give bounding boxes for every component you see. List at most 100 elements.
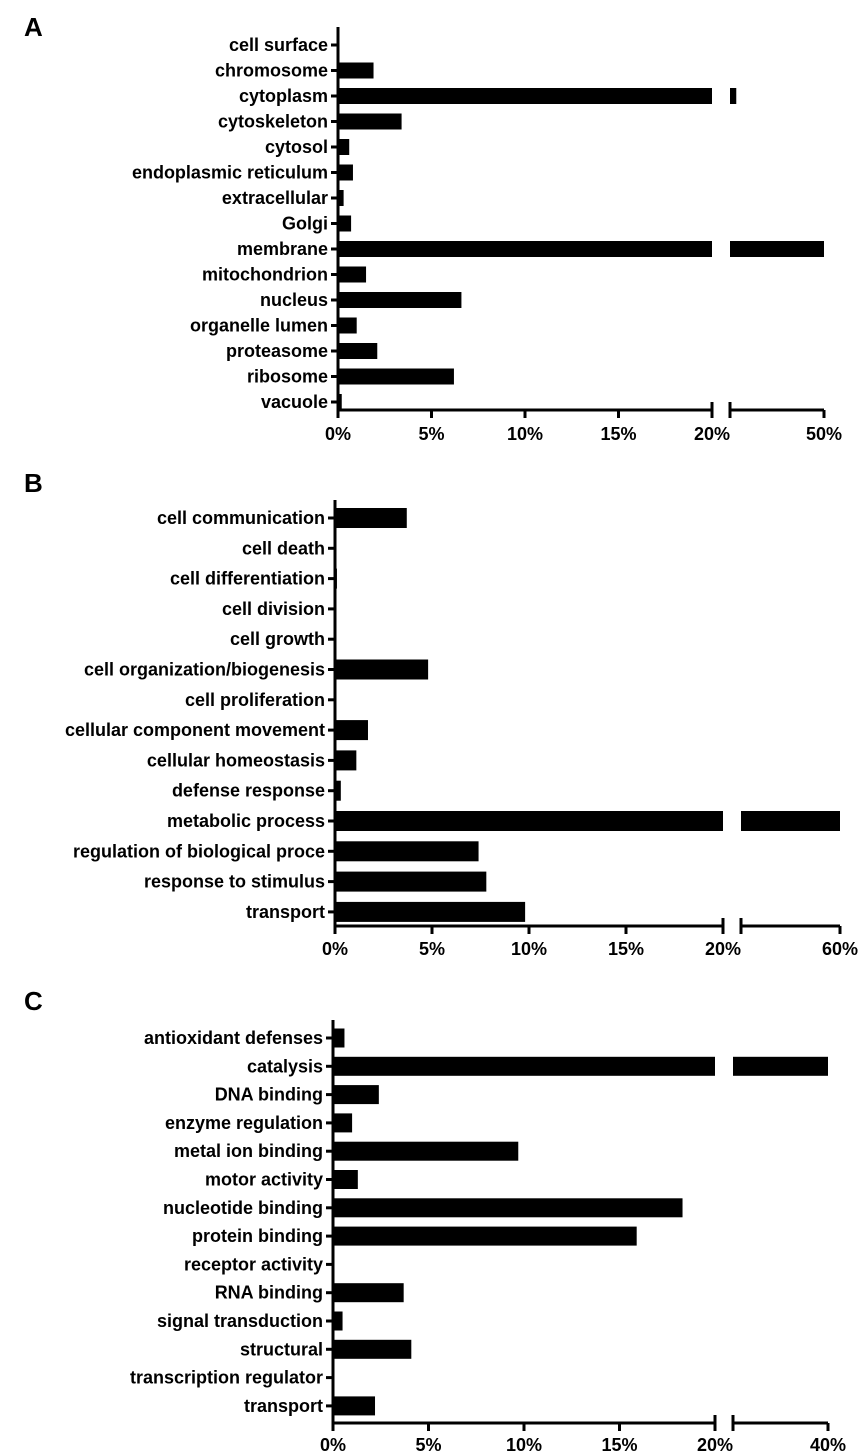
panel-b-letter: B bbox=[24, 468, 43, 498]
panel-c-bar bbox=[333, 1113, 353, 1133]
panel-c-x-tick-label-4: 20% bbox=[697, 1435, 733, 1451]
panel-a-bar bbox=[338, 88, 712, 104]
panel-b-bar bbox=[335, 750, 357, 771]
panel-a-bar bbox=[338, 215, 352, 232]
panel-c-x-tick-label-2: 10% bbox=[506, 1435, 542, 1451]
panel-b-category-label: cell growth bbox=[230, 629, 325, 649]
panel-b-category-label: regulation of biological proce bbox=[73, 841, 325, 861]
panel-a-category-label: cell surface bbox=[229, 35, 328, 55]
panel-b-category-label: cellular component movement bbox=[65, 720, 325, 740]
panel-a-bar bbox=[338, 164, 353, 181]
panel-c-category-label: RNA binding bbox=[215, 1283, 323, 1303]
panel-a-bar bbox=[338, 62, 374, 79]
panel-b-category-label: transport bbox=[246, 902, 325, 922]
panel-a-bar bbox=[338, 266, 367, 283]
panel-a-x-tick-label-3: 15% bbox=[600, 424, 636, 444]
panel-a-bar-continued bbox=[730, 88, 737, 104]
panel-c-x-tick-label-1: 5% bbox=[415, 1435, 441, 1451]
panel-b-category-label: cell division bbox=[222, 599, 325, 619]
panel-a-bar bbox=[338, 113, 402, 130]
panel-a-category-label: endoplasmic reticulum bbox=[132, 163, 328, 183]
panel-b-bar bbox=[335, 901, 526, 922]
panel-c-category-label: structural bbox=[240, 1339, 323, 1359]
panel-a-category-label: extracellular bbox=[222, 188, 328, 208]
panel-c-category-label: signal transduction bbox=[157, 1311, 323, 1331]
panel-c-x-tick-label-5: 40% bbox=[810, 1435, 846, 1451]
panel-a-category-label: cytosol bbox=[265, 137, 328, 157]
panel-c-category-label: nucleotide binding bbox=[163, 1198, 323, 1218]
panel-c-category-label: protein binding bbox=[192, 1226, 323, 1246]
panel-a-category-label: cytoplasm bbox=[239, 86, 328, 106]
panel-b-category-label: cell proliferation bbox=[185, 690, 325, 710]
panel-b-bar-continued bbox=[741, 811, 840, 831]
panel-b-category-label: defense response bbox=[172, 781, 325, 801]
panel-c-bar bbox=[333, 1396, 376, 1416]
panel-b-category-label: metabolic process bbox=[167, 811, 325, 831]
panel-b-bar bbox=[335, 811, 723, 831]
panel-c-bar bbox=[333, 1085, 379, 1105]
panel-c-category-label: catalysis bbox=[247, 1056, 323, 1076]
panel-b-bar bbox=[335, 841, 479, 862]
panel-b-bar bbox=[335, 780, 341, 801]
panel-c-x-tick-label-0: 0% bbox=[320, 1435, 346, 1451]
panel-c-category-label: transcription regulator bbox=[130, 1368, 323, 1388]
panel-b-x-tick-label-4: 20% bbox=[705, 939, 741, 959]
panel-a-x-tick-label-5: 50% bbox=[806, 424, 842, 444]
panel-a-category-label: nucleus bbox=[260, 290, 328, 310]
panel-a-x-tick-label-4: 20% bbox=[694, 424, 730, 444]
panel-b-x-tick-label-2: 10% bbox=[511, 939, 547, 959]
panel-c-category-label: DNA binding bbox=[215, 1085, 323, 1105]
panel-b-x-tick-label-1: 5% bbox=[419, 939, 445, 959]
panel-c-x-tick-label-3: 15% bbox=[601, 1435, 637, 1451]
panel-b-bar bbox=[335, 659, 429, 680]
panel-c-category-label: enzyme regulation bbox=[165, 1113, 323, 1133]
panel-a-letter: A bbox=[24, 12, 43, 42]
panel-a-bar bbox=[338, 139, 350, 155]
panel-b-bar bbox=[335, 720, 368, 741]
panel-b-bar bbox=[335, 871, 487, 892]
panel-a-category-label: vacuole bbox=[261, 392, 328, 412]
panel-a-x-tick-label-1: 5% bbox=[418, 424, 444, 444]
panel-c-category-label: receptor activity bbox=[184, 1254, 323, 1274]
panel-b-category-label: cell death bbox=[242, 538, 325, 558]
panel-b-category-label: cell communication bbox=[157, 508, 325, 528]
panel-a-category-label: cytoskeleton bbox=[218, 112, 328, 132]
panel-a-bar bbox=[338, 317, 357, 334]
panel-a-bar-continued bbox=[730, 241, 824, 257]
panel-a-bar bbox=[338, 190, 344, 206]
panel-a-bar bbox=[338, 343, 378, 359]
panel-a-bar bbox=[338, 241, 712, 257]
panel-c-bar bbox=[333, 1056, 715, 1076]
panel-a-category-label: Golgi bbox=[282, 214, 328, 234]
panel-b-category-label: cellular homeostasis bbox=[147, 750, 325, 770]
panel-a-category-label: chromosome bbox=[215, 61, 328, 81]
panel-c-letter: C bbox=[24, 986, 43, 1016]
panel-a-bar bbox=[338, 394, 342, 410]
panel-c-bar bbox=[333, 1226, 637, 1246]
panel-c-bar bbox=[333, 1028, 345, 1048]
panel-c-bar bbox=[333, 1283, 404, 1303]
panel-c-category-label: transport bbox=[244, 1396, 323, 1416]
panel-b-category-label: cell organization/biogenesis bbox=[84, 660, 325, 680]
panel-c-category-label: motor activity bbox=[205, 1170, 323, 1190]
panel-a-category-label: membrane bbox=[237, 239, 328, 259]
panel-c-bar bbox=[333, 1141, 519, 1161]
panel-b-x-tick-label-0: 0% bbox=[322, 939, 348, 959]
panel-b-category-label: cell differentiation bbox=[170, 569, 325, 589]
panel-a-category-label: organelle lumen bbox=[190, 316, 328, 336]
panel-c-bar bbox=[333, 1198, 683, 1218]
panel-a-bar bbox=[338, 368, 454, 385]
panel-a-category-label: mitochondrion bbox=[202, 265, 328, 285]
panel-a-x-tick-label-2: 10% bbox=[507, 424, 543, 444]
panel-b-x-tick-label-3: 15% bbox=[608, 939, 644, 959]
panel-c-category-label: antioxidant defenses bbox=[144, 1028, 323, 1048]
panel-b-x-tick-label-5: 60% bbox=[822, 939, 858, 959]
panel-c-category-label: metal ion binding bbox=[174, 1141, 323, 1161]
panel-c-bar-continued bbox=[733, 1056, 828, 1076]
panel-c-bar bbox=[333, 1339, 412, 1359]
panel-c-bar bbox=[333, 1170, 358, 1189]
panel-b-bar bbox=[335, 508, 407, 528]
panel-c-bar bbox=[333, 1311, 343, 1331]
panel-a-category-label: ribosome bbox=[247, 367, 328, 387]
